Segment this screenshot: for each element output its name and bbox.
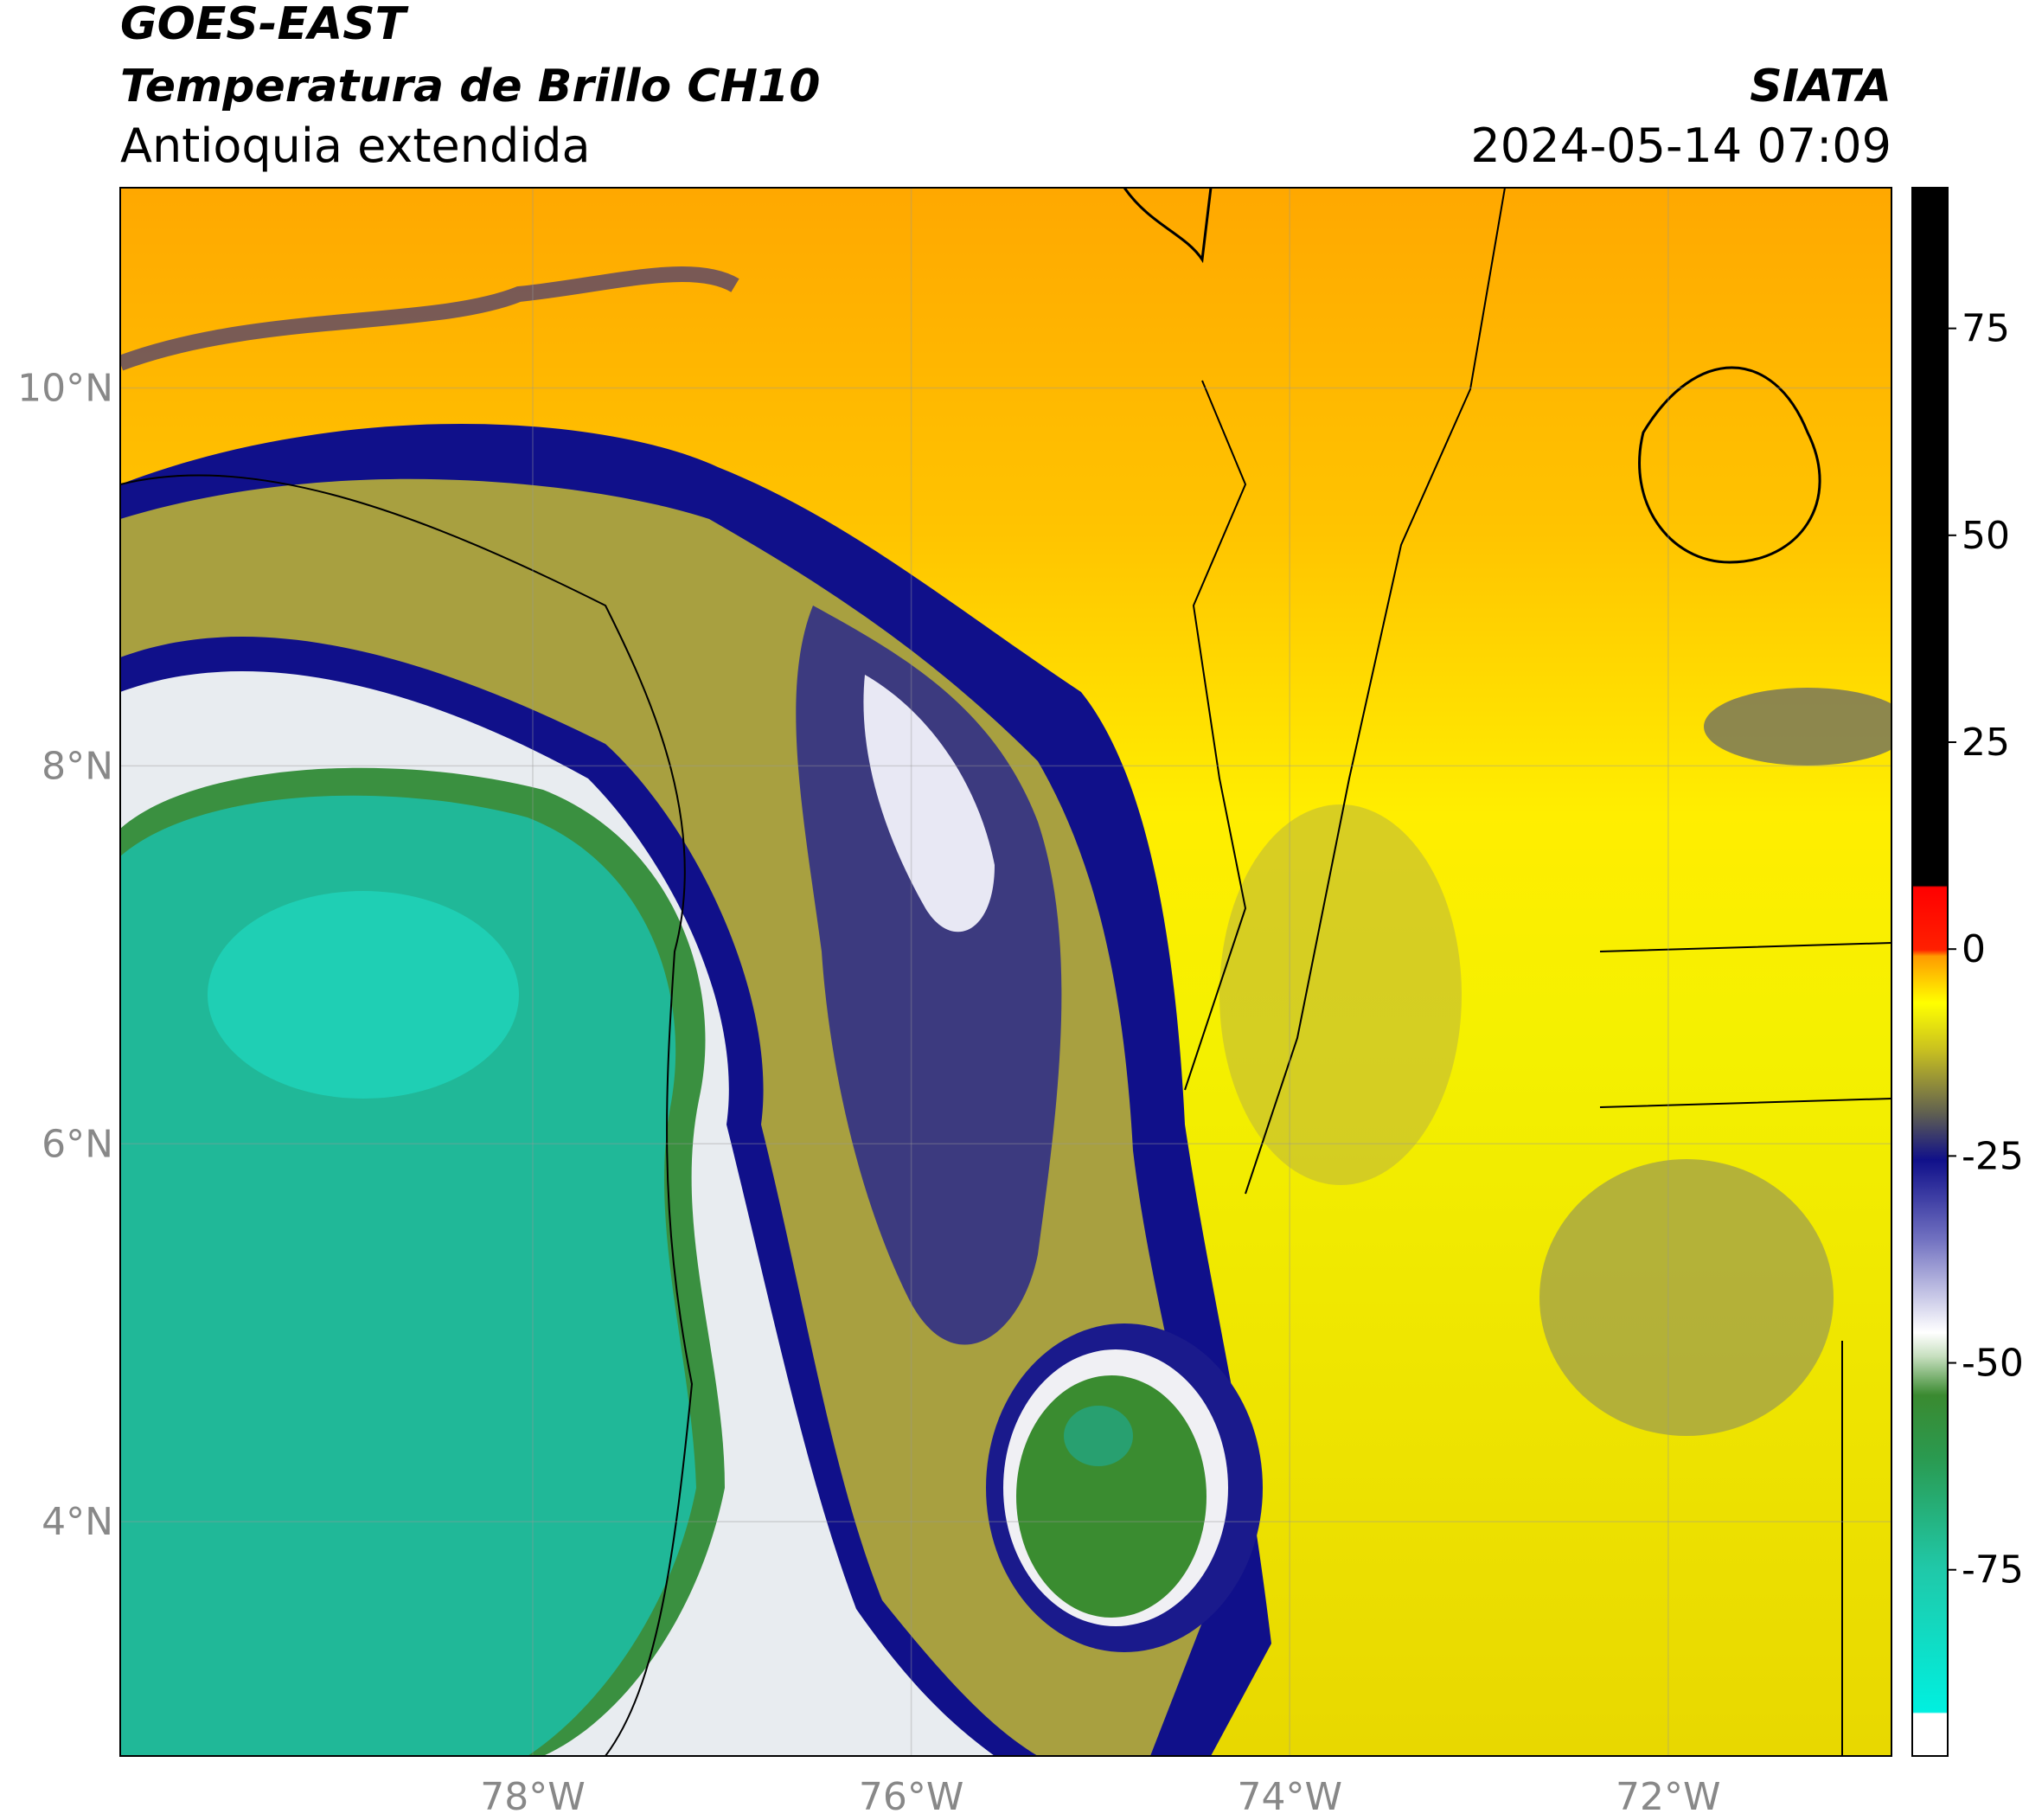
colorbar-tick-label: 50 [1962, 514, 2010, 558]
y-tick-label: 8°N [42, 744, 113, 788]
subtitle: Temperatura de Brillo CH10 [120, 61, 820, 112]
timestamp: 2024-05-14 07:09 [1470, 119, 1891, 173]
colorbar-tick-label: -25 [1962, 1134, 2024, 1178]
grid [120, 188, 1891, 1756]
region: Antioquia extendida [120, 119, 591, 173]
colorbar-tick-label: 25 [1962, 721, 2010, 765]
y-tick-label: 4°N [42, 1500, 113, 1544]
colorbar-tick-label: -75 [1962, 1548, 2024, 1592]
colorbar [1911, 187, 1949, 1757]
x-tick-label: 76°W [859, 1775, 964, 1817]
colorbar-tick-label: -50 [1962, 1342, 2024, 1386]
y-tick-label: 10°N [17, 367, 113, 411]
map-imagery [120, 188, 1891, 1756]
source: SIATA [1750, 61, 1891, 112]
map-frame [119, 187, 1892, 1757]
x-tick-label: 78°W [480, 1775, 586, 1817]
colorbar-tick-label: 75 [1962, 307, 2010, 351]
colorbar-tick-label: 0 [1962, 927, 1986, 971]
x-tick-label: 72°W [1616, 1775, 1721, 1817]
x-tick-label: 74°W [1237, 1775, 1342, 1817]
title: GOES-EAST [120, 0, 409, 50]
y-tick-label: 6°N [42, 1122, 113, 1166]
